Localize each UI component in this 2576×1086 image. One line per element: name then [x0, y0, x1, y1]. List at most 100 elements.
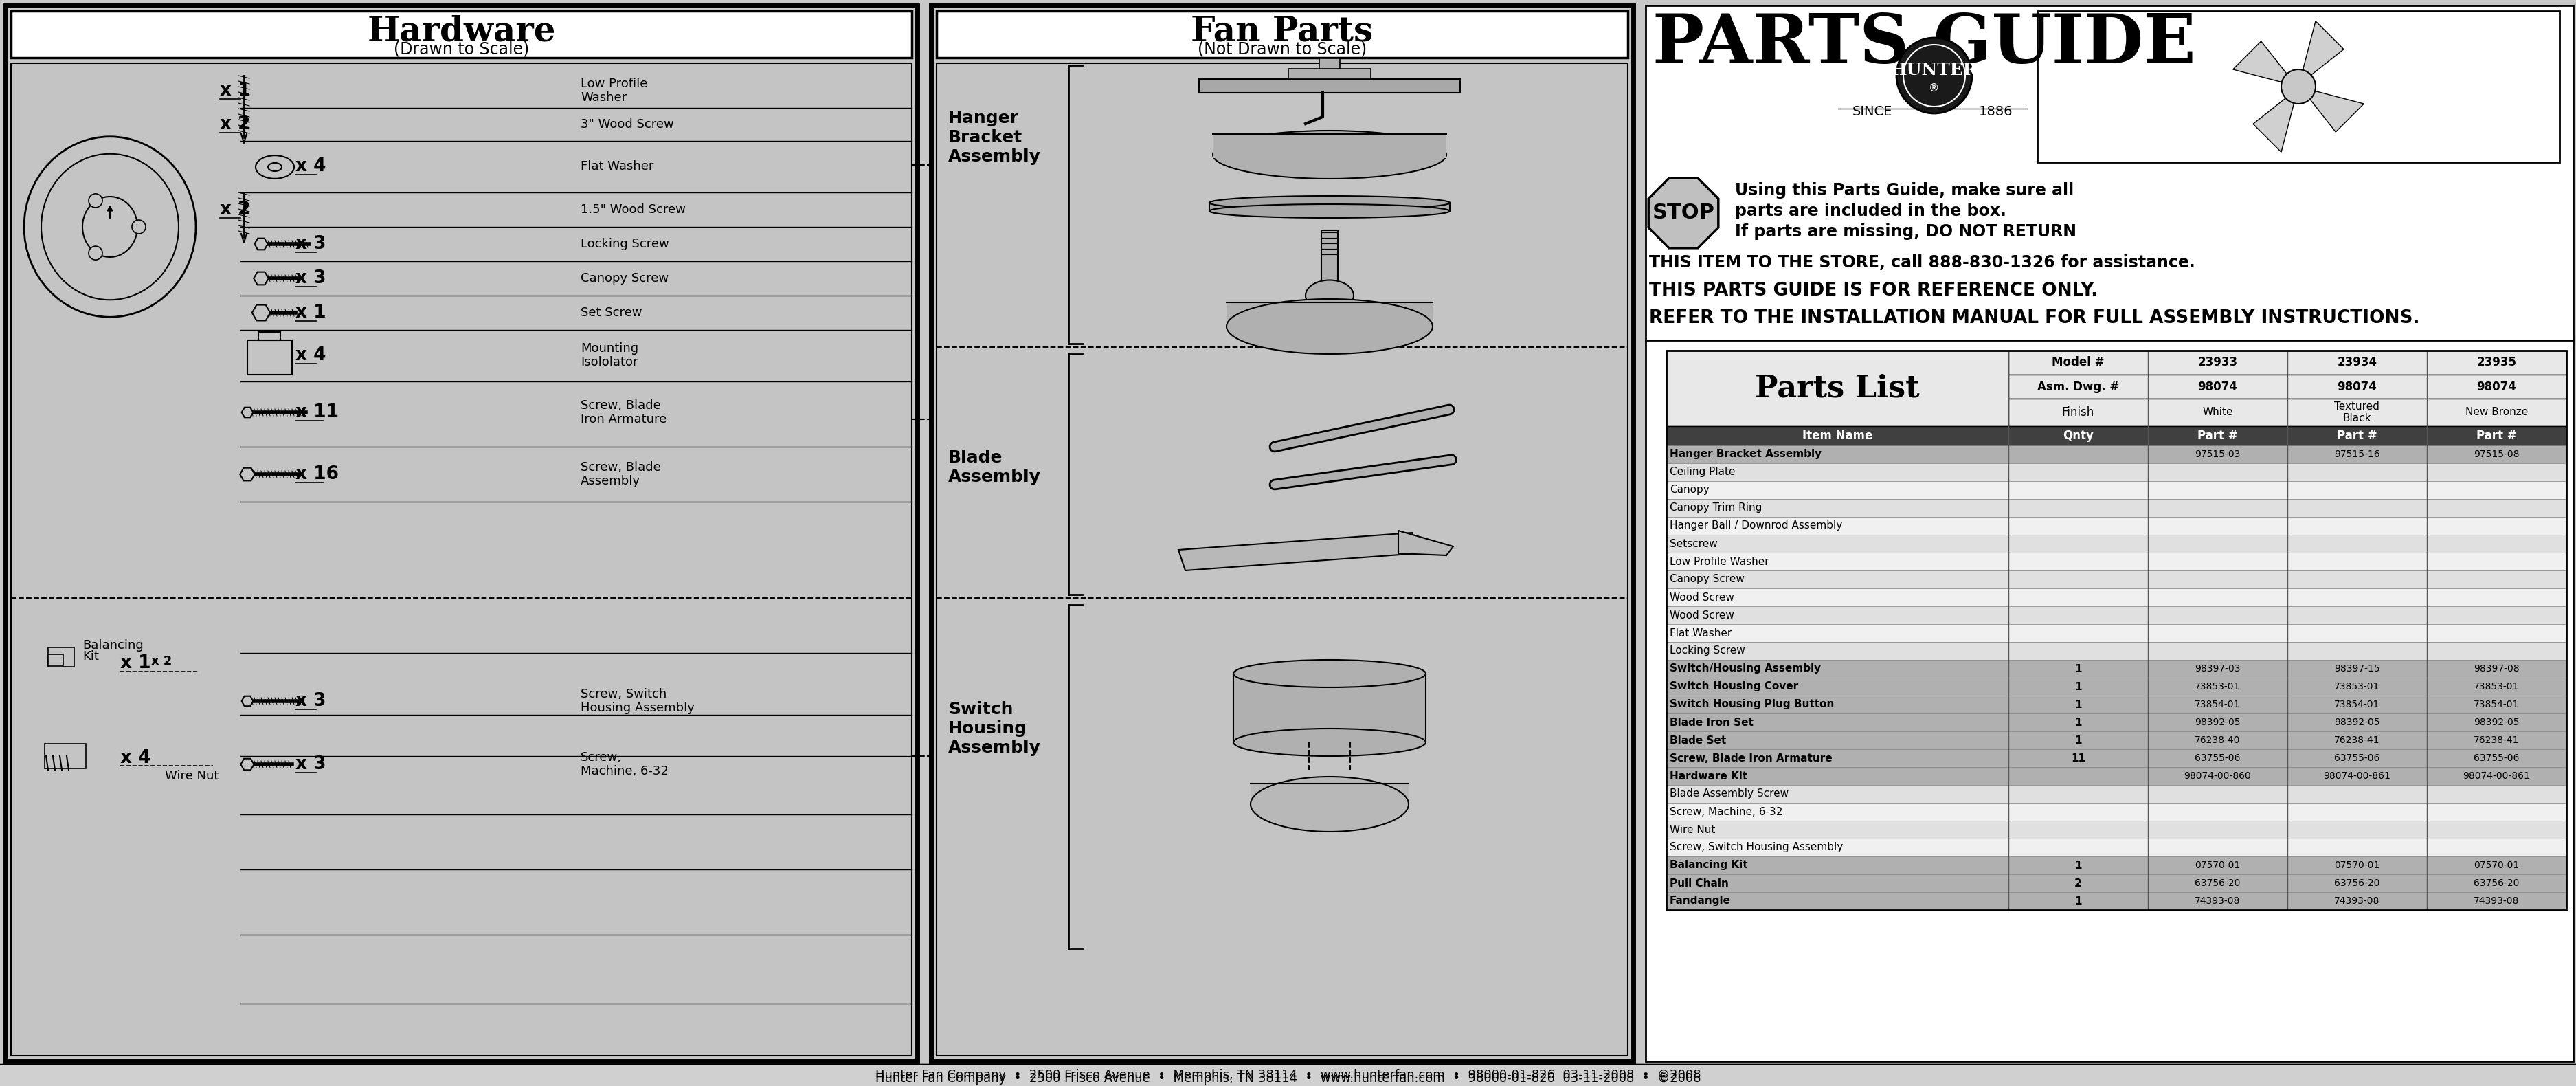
Text: Hunter Fan Company  •  2500 Frisco Avenue  •  Memphis, TN 38114  •  www.hunterfa: Hunter Fan Company • 2500 Frisco Avenue …: [876, 1072, 1700, 1085]
Text: 98074-00-860: 98074-00-860: [2184, 771, 2251, 781]
Text: Hanger Bracket Assembly: Hanger Bracket Assembly: [1669, 450, 1821, 459]
Ellipse shape: [82, 197, 137, 257]
Polygon shape: [2300, 21, 2344, 79]
Text: 07570-01: 07570-01: [2473, 860, 2519, 870]
Circle shape: [131, 220, 147, 233]
Bar: [258, 332, 281, 340]
Bar: [1667, 426, 2566, 445]
Text: x 2: x 2: [219, 201, 250, 218]
Text: Balancing: Balancing: [82, 640, 144, 652]
Text: THIS ITEM TO THE STORE, call 888-830-1326 for assistance.: THIS ITEM TO THE STORE, call 888-830-132…: [1649, 254, 2195, 270]
Bar: [49, 647, 75, 667]
Bar: [1667, 749, 2566, 767]
Bar: [0, 1064, 2576, 1086]
Polygon shape: [242, 696, 252, 706]
Polygon shape: [2233, 41, 2290, 84]
Bar: [1198, 79, 1461, 92]
Text: 73854-01: 73854-01: [2473, 699, 2519, 709]
Text: Flat Washer: Flat Washer: [1669, 628, 1731, 639]
Text: Qnty: Qnty: [2063, 430, 2094, 442]
Text: 23935: 23935: [2476, 356, 2517, 369]
Ellipse shape: [1213, 130, 1445, 179]
Circle shape: [2282, 70, 2316, 104]
Bar: [1213, 134, 1445, 159]
Ellipse shape: [255, 155, 294, 178]
Bar: [1208, 203, 1450, 211]
Bar: [1667, 696, 2566, 714]
Text: Pull Chain: Pull Chain: [1669, 879, 1728, 888]
Text: 98074: 98074: [2336, 380, 2378, 393]
Text: If parts are missing, DO NOT RETURN: If parts are missing, DO NOT RETURN: [1736, 224, 2076, 240]
Text: (Not Drawn to Scale): (Not Drawn to Scale): [1198, 41, 1368, 58]
Text: 63756-20: 63756-20: [2195, 879, 2241, 888]
Text: 1: 1: [2074, 664, 2081, 674]
Ellipse shape: [1208, 195, 1450, 210]
Bar: [1667, 731, 2566, 749]
Ellipse shape: [1249, 776, 1409, 832]
Text: 73853-01: 73853-01: [2473, 682, 2519, 692]
Text: STOP: STOP: [1651, 203, 1716, 223]
Text: Blade Set: Blade Set: [1669, 735, 1726, 745]
Polygon shape: [252, 305, 270, 320]
Bar: [49, 655, 64, 666]
Text: parts are included in the box.: parts are included in the box.: [1736, 203, 2007, 219]
Text: Screw, Blade
Iron Armature: Screw, Blade Iron Armature: [580, 399, 667, 426]
Text: 1: 1: [2074, 896, 2081, 906]
Bar: [1667, 678, 2566, 696]
Text: 1: 1: [2074, 735, 2081, 745]
Bar: [1667, 351, 2566, 375]
Text: Screw, Machine, 6-32: Screw, Machine, 6-32: [1669, 807, 1783, 817]
Bar: [1667, 351, 2009, 426]
Text: Switch/Housing Assembly: Switch/Housing Assembly: [1669, 664, 1821, 674]
Text: Hanger
Bracket
Assembly: Hanger Bracket Assembly: [948, 110, 1041, 165]
Polygon shape: [2306, 89, 2365, 132]
Text: HUNTER: HUNTER: [1891, 62, 1978, 78]
Text: Textured
Black: Textured Black: [2334, 401, 2380, 424]
Polygon shape: [255, 238, 268, 250]
Text: 74393-08: 74393-08: [2334, 896, 2380, 906]
Text: x 1: x 1: [219, 81, 250, 100]
Ellipse shape: [1234, 660, 1425, 687]
Text: White: White: [2202, 407, 2233, 417]
Bar: [1667, 464, 2566, 481]
Text: Canopy Screw: Canopy Screw: [1669, 574, 1744, 584]
Text: REFER TO THE INSTALLATION MANUAL FOR FULL ASSEMBLY INSTRUCTIONS.: REFER TO THE INSTALLATION MANUAL FOR FUL…: [1649, 310, 2419, 327]
Text: x 2: x 2: [152, 655, 173, 668]
Text: 63756-20: 63756-20: [2334, 879, 2380, 888]
Text: Screw, Blade
Assembly: Screw, Blade Assembly: [580, 460, 662, 488]
Text: Hardware: Hardware: [368, 15, 556, 49]
Text: 97515-16: 97515-16: [2334, 450, 2380, 459]
Text: x 3: x 3: [296, 269, 327, 288]
Text: New Bronze: New Bronze: [2465, 407, 2527, 417]
Bar: [1288, 68, 1370, 79]
Text: 76238-41: 76238-41: [2334, 735, 2380, 745]
Text: Blade
Assembly: Blade Assembly: [948, 450, 1041, 485]
Text: 63755-06: 63755-06: [2195, 754, 2241, 763]
Circle shape: [88, 193, 103, 207]
Text: 11: 11: [2071, 753, 2087, 763]
Text: 63756-20: 63756-20: [2473, 879, 2519, 888]
Bar: [10, 63, 912, 1056]
Text: x 3: x 3: [296, 235, 327, 253]
Bar: [930, 5, 1633, 1061]
Text: Switch
Housing
Assembly: Switch Housing Assembly: [948, 702, 1041, 756]
Text: x 3: x 3: [296, 756, 327, 773]
Text: Low Profile Washer: Low Profile Washer: [1669, 556, 1770, 567]
Text: x 2: x 2: [219, 115, 250, 134]
Text: 73854-01: 73854-01: [2195, 699, 2241, 709]
Text: Part #: Part #: [2336, 430, 2378, 442]
Text: 98392-05: 98392-05: [2334, 718, 2380, 728]
Text: 98397-03: 98397-03: [2195, 664, 2241, 673]
Bar: [1667, 624, 2566, 642]
Text: Using this Parts Guide, make sure all: Using this Parts Guide, make sure all: [1736, 182, 2074, 199]
Circle shape: [88, 247, 103, 260]
Bar: [1667, 481, 2566, 498]
Text: 97515-03: 97515-03: [2195, 450, 2241, 459]
Text: Hanger Ball / Downrod Assembly: Hanger Ball / Downrod Assembly: [1669, 520, 1842, 531]
Text: 73853-01: 73853-01: [2195, 682, 2241, 692]
Bar: [1667, 893, 2566, 910]
Circle shape: [1896, 38, 1973, 113]
Text: 07570-01: 07570-01: [2195, 860, 2241, 870]
Text: 1: 1: [2074, 699, 2081, 709]
Text: (Drawn to Scale): (Drawn to Scale): [394, 41, 528, 58]
